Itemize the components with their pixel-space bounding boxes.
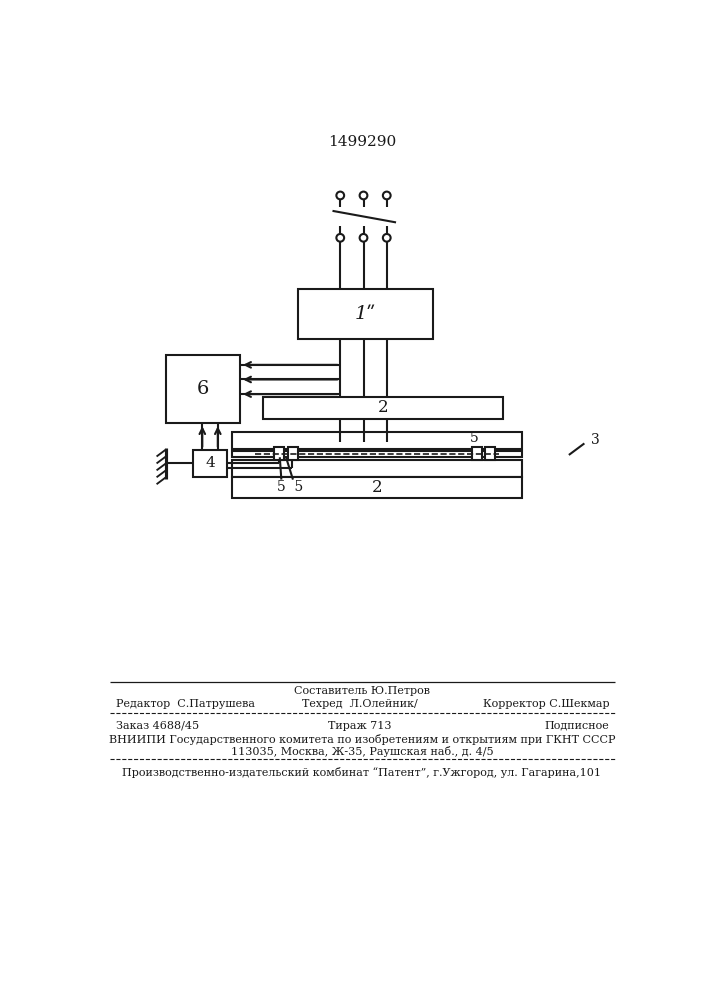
Bar (232, 477, 522, 498)
Text: 2: 2 (378, 399, 388, 416)
Text: 1499290: 1499290 (328, 135, 396, 149)
Text: 5: 5 (470, 431, 479, 445)
Text: Тираж 713: Тираж 713 (328, 721, 392, 731)
Text: 113035, Москва, Ж-35, Раушская наб., д. 4/5: 113035, Москва, Ж-35, Раушская наб., д. … (230, 746, 493, 757)
Bar (193, 450, 227, 477)
Text: Составитель Ю.Петров: Составитель Ю.Петров (294, 686, 430, 696)
Bar (232, 451, 522, 457)
Text: Техред  Л.Олейник∕: Техред Л.Олейник∕ (302, 699, 418, 709)
Text: 1ʺ: 1ʺ (355, 305, 376, 323)
Text: Редактор  С.Патрушева: Редактор С.Патрушева (115, 699, 255, 709)
Text: 3: 3 (590, 433, 600, 447)
Bar (232, 460, 522, 477)
Text: ВНИИПИ Государственного комитета по изобретениям и открытиям при ГКНТ СССР: ВНИИПИ Государственного комитета по изоб… (109, 734, 615, 745)
Text: 2: 2 (372, 479, 382, 496)
Bar (485, 447, 495, 460)
Text: 5  5: 5 5 (277, 480, 304, 494)
Bar (298, 289, 433, 339)
Text: Корректор С.Шекмар: Корректор С.Шекмар (483, 699, 609, 709)
Bar (232, 432, 522, 449)
Text: Подписное: Подписное (544, 721, 609, 731)
Text: 4: 4 (205, 456, 215, 470)
Bar (472, 447, 482, 460)
Bar (274, 447, 284, 460)
Text: 6: 6 (197, 380, 209, 398)
Bar (166, 355, 240, 423)
Bar (288, 447, 298, 460)
Bar (263, 397, 503, 419)
Text: Заказ 4688/45: Заказ 4688/45 (115, 721, 199, 731)
Text: Производственно-издательский комбинат “Патент”, г.Ужгород, ул. Гагарина,101: Производственно-издательский комбинат “П… (122, 767, 602, 778)
